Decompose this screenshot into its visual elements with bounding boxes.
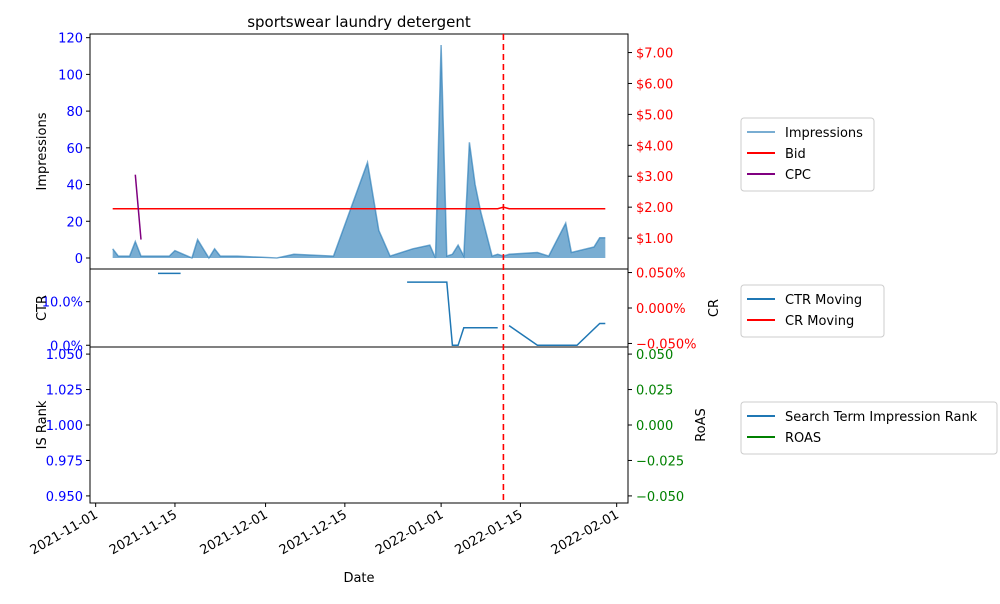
y-tick-label-left: 1.050 [46, 348, 83, 363]
impressions-area [113, 45, 606, 258]
y-tick-label-right: $5.00 [636, 108, 673, 123]
y-tick-label-left: 1.025 [46, 384, 83, 399]
y-tick-label-left: 100 [58, 68, 83, 83]
legend-label: CR Moving [785, 314, 854, 329]
y-tick-label-left: 120 [58, 32, 83, 47]
legend-label: Search Term Impression Rank [785, 410, 978, 425]
y-tick-label-right: $6.00 [636, 77, 673, 92]
chart-title: sportswear laundry detergent [247, 13, 471, 31]
y-tick-label-left: 80 [66, 105, 83, 120]
x-tick-label: 2022-01-01 [373, 507, 446, 558]
y-axis-label-left: Impressions [35, 112, 50, 190]
y-tick-label-right: $1.00 [636, 232, 673, 247]
y-axis-label-left: CTR [35, 295, 50, 321]
y-tick-label-right: $4.00 [636, 139, 673, 154]
y-tick-label-left: 0.950 [46, 490, 83, 505]
y-tick-label-right: 0.000 [636, 419, 673, 434]
y-axis-label-left: IS Rank [35, 400, 50, 449]
panel-frame [90, 269, 628, 347]
ctr-moving-line [407, 282, 498, 345]
y-tick-label-right: 0.000% [636, 302, 686, 317]
y-tick-label-right: $2.00 [636, 201, 673, 216]
y-tick-label-left: 0 [75, 252, 83, 267]
panel-frame [90, 347, 628, 503]
x-axis-label: Date [343, 571, 374, 586]
y-tick-label-left: 40 [66, 179, 83, 194]
y-axis-label-right: RoAS [694, 408, 709, 442]
legend-label: ROAS [785, 431, 821, 446]
y-tick-label-left: 60 [66, 142, 83, 157]
legend-label: CPC [785, 168, 811, 183]
y-tick-label-left: 20 [66, 215, 83, 230]
cpc-line [135, 175, 141, 240]
x-tick-label: 2021-11-01 [28, 507, 101, 558]
y-tick-label-left: 1.000 [46, 419, 83, 434]
y-tick-label-right: −0.050 [636, 490, 684, 505]
y-tick-label-right: 0.050% [636, 267, 686, 282]
legend-label: Impressions [785, 126, 863, 141]
y-tick-label-right: 0.025 [636, 384, 673, 399]
y-tick-label-right: −0.025 [636, 454, 684, 469]
y-tick-label-left: 0.975 [46, 454, 83, 469]
y-tick-label-right: $7.00 [636, 47, 673, 62]
ctr-moving-line [509, 324, 605, 346]
x-tick-label: 2021-11-15 [107, 507, 180, 558]
y-tick-label-right: $3.00 [636, 170, 673, 185]
legend-label: CTR Moving [785, 293, 862, 308]
x-tick-label: 2022-01-15 [452, 507, 525, 558]
y-axis-label-right: CR [707, 299, 722, 317]
x-tick-label: 2021-12-15 [277, 507, 350, 558]
x-tick-label: 2021-12-01 [198, 507, 271, 558]
y-tick-label-right: 0.050 [636, 348, 673, 363]
legend-label: Bid [785, 147, 806, 162]
x-tick-label: 2022-02-01 [549, 507, 622, 558]
